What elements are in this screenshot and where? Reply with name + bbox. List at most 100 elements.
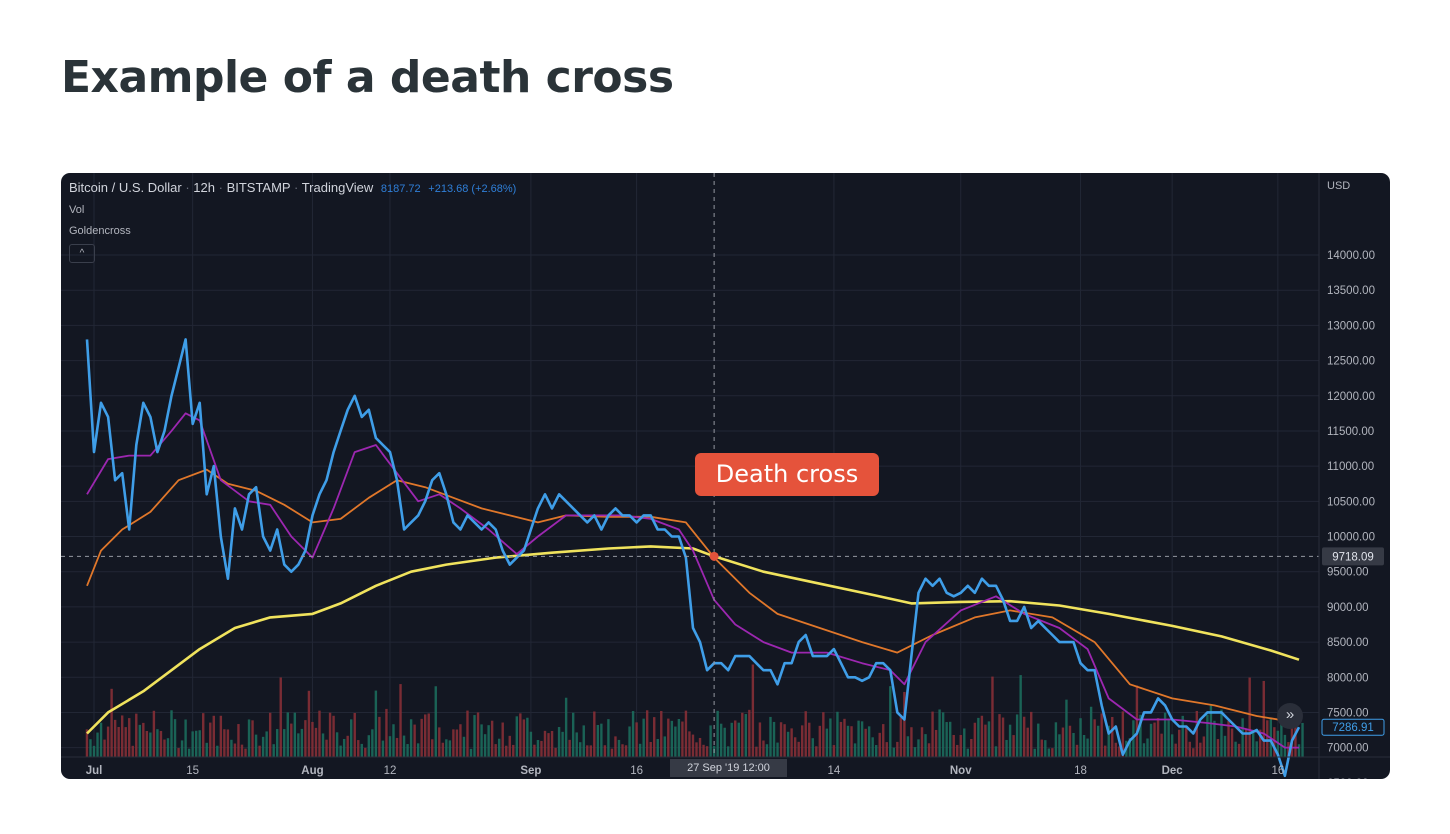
volume-bar [216,745,219,757]
scroll-to-realtime-button[interactable]: » [1277,703,1303,729]
volume-bar [994,746,998,757]
volume-bar [779,722,783,757]
volume-bar [621,744,624,757]
volume-bar [480,724,483,757]
volume-bar [586,745,589,757]
price-change: +213.68 (+2.68%) [428,183,517,195]
time-tick-label: Dec [1162,765,1184,777]
volume-bar [529,731,533,757]
volume-bar [163,739,166,757]
volume-bar [399,684,402,757]
volume-bar [762,740,765,757]
indicator-goldencross[interactable]: Goldencross [69,225,131,237]
volume-bar [550,730,554,757]
volume-bar [1202,736,1206,757]
volume-bar [871,737,874,757]
volume-bar [934,729,938,757]
volume-bar [1251,729,1255,757]
volume-bar [846,725,850,757]
symbol-legend[interactable]: Bitcoin / U.S. Dollar · 12h · BITSTAMP ·… [69,180,517,195]
volume-bar [938,709,941,757]
volume-bar [1223,735,1227,757]
volume-bar [973,722,977,757]
volume-bar [1181,715,1184,757]
volume-bar [159,730,163,757]
volume-bar [536,740,540,757]
volume-bar [610,748,614,757]
volume-bar [522,719,526,757]
volume-bar [688,731,691,757]
crosshair-price-badge: 9718.09 [1322,547,1384,566]
crosshair-price-text: 9718.09 [1332,551,1374,563]
price-tick-label: 11500.00 [1327,426,1374,438]
volume-bar [607,719,610,757]
volume-bar [878,732,881,757]
volume-bar [438,727,441,757]
volume-bar [1167,718,1170,757]
volume-bar [843,718,846,757]
indicator-vol[interactable]: Vol [69,204,85,216]
chevron-up-icon: ^ [79,248,85,259]
volume-bar [952,735,955,757]
price-tick-label: 7000.00 [1327,743,1369,755]
volume-bar [776,742,779,757]
price-tick-label: 12000.00 [1327,391,1375,403]
volume-bar [89,739,92,757]
volume-bar [1008,724,1012,757]
volume-bar [307,690,311,757]
price-chart[interactable]: USD6000.006500.007000.007500.008000.0085… [61,173,1390,779]
volume-bar [1054,722,1058,757]
volume-bar [1061,727,1065,757]
volume-bar [547,733,550,757]
volume-bar [177,748,180,757]
volume-bar [635,722,638,757]
volume-bar [508,735,511,757]
volume-bar [251,720,254,757]
volume-bar [230,739,233,757]
volume-bar [808,722,811,757]
volume-bar [783,724,786,757]
volume-bar [1259,729,1262,757]
time-tick-label: 18 [1074,765,1087,777]
slow-ma-line [86,545,1300,735]
volume-bar [853,743,857,757]
volume-bar [889,686,892,757]
page-title: Example of a death cross [61,52,674,103]
collapse-legend-button[interactable]: ^ [69,244,95,263]
volume-bar [991,676,994,757]
volume-bar [99,722,103,757]
volume-bar [970,739,973,757]
volume-bar [1213,720,1216,757]
grid-lines [61,173,1319,757]
volume-bar [1044,740,1047,757]
volume-bar [1026,727,1029,757]
volume-bar [184,719,187,757]
volume-bar [1170,734,1174,757]
volume-bar [751,664,755,757]
volume-bar [1294,723,1297,757]
price-tick-label: 12500.00 [1327,356,1375,368]
volume-bar [1280,712,1283,757]
mid-ma-line [86,468,1300,724]
volume-bar [244,748,247,757]
volume-bar [1244,728,1248,757]
volume-bar [110,688,113,757]
volume-bar [874,745,878,757]
volume-bar [913,747,917,757]
volume-bar [290,723,293,757]
chart-canvas[interactable]: USD6000.006500.007000.007500.008000.0085… [61,173,1390,779]
volume-bar [769,716,772,757]
volume-bar [420,718,423,757]
volume-bar [596,724,600,757]
price-tick-label: 10000.00 [1327,532,1375,544]
price-tick-label: 6500.00 [1327,778,1369,779]
volume-bar [695,742,698,757]
volume-bar [490,720,494,757]
volume-bar [906,736,910,757]
volume-bar [864,728,867,757]
volume-bar [409,719,413,757]
volume-bar [314,727,318,757]
volume-bars [85,664,1304,757]
volume-bar [145,730,149,757]
death-cross-callout: Death cross [695,453,879,496]
